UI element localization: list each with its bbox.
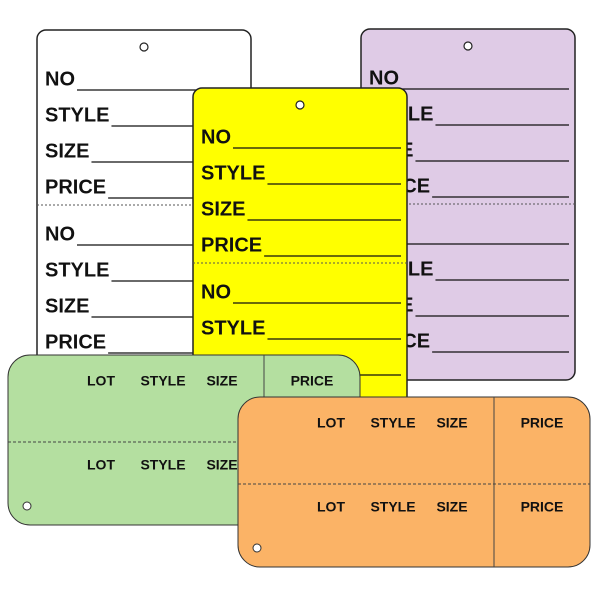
tag-hole bbox=[139, 42, 149, 52]
column-label: SIZE bbox=[206, 373, 237, 389]
tag-hole bbox=[295, 100, 305, 110]
tag-hole bbox=[463, 41, 473, 51]
field-label: NO bbox=[45, 68, 75, 90]
field-label: NO bbox=[369, 67, 399, 89]
column-label: LOT bbox=[87, 373, 115, 389]
ticket-card: LOT STYLE SIZE PRICE LOT STYLE SIZE PRICE bbox=[237, 396, 591, 568]
field-label: SIZE bbox=[45, 295, 89, 317]
column-label: PRICE bbox=[521, 415, 564, 431]
field-label: NO bbox=[45, 223, 75, 245]
field-label: STYLE bbox=[45, 104, 109, 126]
field-label: PRICE bbox=[45, 331, 106, 353]
field-label: SIZE bbox=[201, 198, 245, 220]
field-label: STYLE bbox=[201, 162, 265, 184]
column-label: STYLE bbox=[140, 373, 185, 389]
card-body bbox=[237, 396, 591, 568]
column-label: STYLE bbox=[370, 499, 415, 515]
column-label: LOT bbox=[87, 457, 115, 473]
field-label: SIZE bbox=[45, 140, 89, 162]
column-label: LOT bbox=[317, 499, 345, 515]
column-label: SIZE bbox=[436, 415, 467, 431]
column-label: SIZE bbox=[436, 499, 467, 515]
card-hole bbox=[22, 501, 32, 511]
field-label: PRICE bbox=[45, 176, 106, 198]
column-label: STYLE bbox=[140, 457, 185, 473]
field-label: STYLE bbox=[201, 317, 265, 339]
field-label: STYLE bbox=[45, 259, 109, 281]
field-label: NO bbox=[201, 126, 231, 148]
column-label: PRICE bbox=[521, 499, 564, 515]
field-label: NO bbox=[201, 281, 231, 303]
column-label: STYLE bbox=[370, 415, 415, 431]
column-label: SIZE bbox=[206, 457, 237, 473]
column-label: LOT bbox=[317, 415, 345, 431]
card-hole bbox=[252, 543, 262, 553]
column-label: PRICE bbox=[291, 373, 334, 389]
field-label: PRICE bbox=[201, 234, 262, 256]
